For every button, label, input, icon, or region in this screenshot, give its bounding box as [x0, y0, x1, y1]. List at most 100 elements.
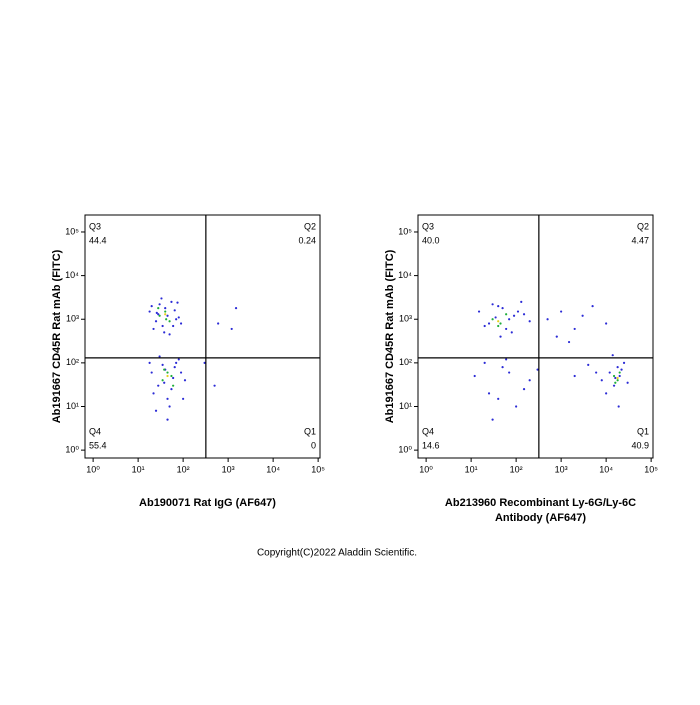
event-dot: [505, 313, 508, 316]
event-dot: [591, 305, 594, 308]
event-dot: [491, 318, 494, 321]
event-dot: [497, 397, 500, 400]
x-tick-label: 10⁴: [266, 464, 280, 474]
event-dot: [608, 371, 611, 374]
y-tick-label: 10¹: [399, 401, 412, 411]
event-dot: [148, 361, 151, 364]
event-dot: [155, 311, 158, 314]
event-dot: [164, 313, 167, 316]
event-dot: [595, 371, 598, 374]
event-dot: [612, 374, 616, 378]
event-dot: [161, 324, 164, 328]
event-dot: [491, 418, 494, 421]
y-axis-title: Ab191667 CD45R Rat mAb (FITC): [384, 249, 396, 423]
event-dot: [473, 374, 476, 378]
event-dot: [616, 365, 619, 369]
x-tick-label: 10³: [222, 464, 235, 474]
event-dot: [622, 361, 626, 364]
event-dot: [618, 371, 621, 374]
event-dot: [182, 397, 185, 400]
event-dot: [158, 303, 161, 306]
event-dot: [179, 371, 183, 374]
event-dot: [605, 322, 608, 325]
event-dot: [508, 318, 511, 321]
plot-frame: [84, 214, 321, 459]
event-dot: [154, 409, 158, 412]
event-dot: [497, 305, 500, 308]
event-dot: [555, 335, 558, 338]
event-dot: [560, 310, 563, 313]
event-dot: [618, 374, 621, 378]
x-tick-label: 10⁴: [599, 464, 613, 474]
quadrant-percent: 0.24: [298, 235, 316, 245]
quadrant-percent: 55.4: [89, 440, 107, 450]
event-dot: [163, 368, 166, 371]
event-dot: [158, 314, 161, 317]
event-dot: [499, 335, 502, 338]
x-tick-label: 10⁵: [644, 464, 658, 474]
event-dot: [620, 368, 623, 371]
event-dot: [158, 355, 161, 358]
y-tick-label: 10⁵: [398, 226, 412, 236]
event-dot: [491, 303, 494, 306]
event-dot: [148, 310, 151, 313]
event-dot: [164, 307, 167, 310]
event-dot: [230, 327, 233, 331]
event-dot: [546, 318, 549, 321]
y-axis-title: Ab191667 CD45R Rat mAb (FITC): [51, 249, 63, 423]
event-dot: [505, 327, 508, 331]
event-dot: [213, 384, 216, 387]
event-dot: [152, 392, 155, 395]
quadrant-name: Q4: [422, 426, 434, 436]
event-dot: [203, 361, 206, 364]
quadrant-percent: 4.47: [631, 235, 649, 245]
quadrant-name: Q1: [637, 426, 649, 436]
event-dot: [516, 310, 520, 313]
event-dot: [494, 316, 497, 319]
event-dot: [614, 376, 617, 380]
event-dot: [166, 371, 169, 374]
y-tick-label: 10⁵: [65, 226, 79, 236]
event-dot: [520, 300, 523, 303]
event-dot: [168, 333, 171, 336]
event-dot: [515, 405, 518, 408]
event-dot: [168, 320, 171, 323]
x-axis-title: Ab213960 Recombinant Ly-6G/Ly-6C: [445, 497, 636, 509]
event-dot: [150, 305, 153, 308]
event-dot: [501, 307, 504, 310]
event-dot: [152, 327, 155, 331]
y-tick-label: 10⁴: [65, 270, 79, 280]
y-tick-label: 10⁰: [65, 445, 79, 455]
event-dot: [164, 310, 167, 313]
event-dot: [605, 392, 608, 395]
event-dot: [617, 405, 620, 408]
event-dot: [170, 300, 173, 303]
event-dot: [166, 374, 169, 378]
event-dot: [217, 322, 220, 325]
event-dot: [163, 331, 166, 334]
x-tick-label: 10¹: [465, 464, 478, 474]
event-dot: [626, 381, 629, 384]
y-tick-label: 10⁴: [398, 270, 412, 280]
event-dot: [183, 379, 187, 382]
event-dot: [483, 361, 486, 364]
event-dot: [234, 307, 238, 310]
event-dot: [487, 392, 491, 395]
event-dot: [501, 365, 504, 369]
event-dot: [497, 320, 500, 323]
event-dot: [567, 340, 571, 344]
event-dot: [170, 388, 173, 391]
y-tick-label: 10⁰: [398, 445, 412, 455]
quadrant-name: Q3: [422, 221, 434, 231]
x-axis-title: Ab190071 Rat IgG (AF647): [139, 497, 276, 509]
event-dot: [528, 320, 531, 323]
event-dot: [179, 322, 183, 325]
y-tick-label: 10³: [399, 314, 412, 324]
event-dot: [510, 331, 513, 334]
event-dot: [165, 318, 168, 321]
x-tick-label: 10²: [510, 464, 523, 474]
quadrant-percent: 44.4: [89, 235, 107, 245]
event-dot: [173, 309, 176, 312]
x-tick-label: 10⁰: [419, 464, 433, 474]
